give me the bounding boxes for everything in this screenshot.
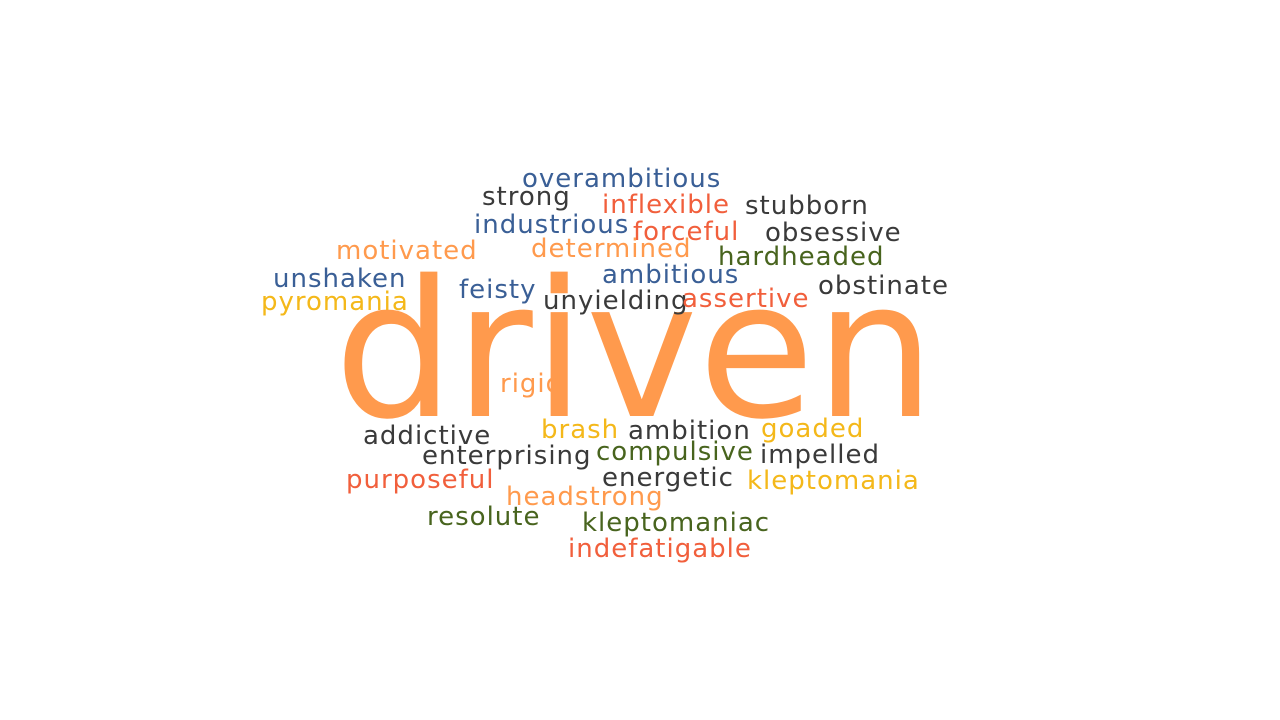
word-impelled: impelled	[760, 440, 880, 470]
word-pyromania: pyromania	[261, 287, 409, 317]
word-kleptomaniac: kleptomaniac	[582, 508, 771, 538]
word-compulsive: compulsive	[596, 437, 754, 467]
word-goaded: goaded	[761, 414, 865, 444]
word-ambition: ambition	[628, 416, 751, 446]
word-motivated: motivated	[336, 236, 478, 266]
word-indefatigable: indefatigable	[568, 534, 752, 564]
word-obstinate: obstinate	[818, 271, 949, 301]
word-stubborn: stubborn	[745, 191, 869, 221]
word-energetic: energetic	[602, 463, 734, 493]
word-obsessive: obsessive	[765, 218, 902, 248]
word-feisty: feisty	[459, 275, 537, 305]
word-determined: determined	[531, 234, 692, 264]
main-word: driven	[334, 240, 936, 461]
word-assertive: assertive	[682, 284, 810, 314]
word-forceful: forceful	[633, 217, 740, 247]
word-overambitious: overambitious	[522, 164, 722, 194]
word-ambitious: ambitious	[602, 260, 740, 290]
word-hardheaded: hardheaded	[718, 242, 885, 272]
word-rigid: rigid	[500, 369, 564, 399]
word-unshaken: unshaken	[273, 264, 407, 294]
word-industrious: industrious	[474, 210, 630, 240]
word-purposeful: purposeful	[346, 465, 495, 495]
word-headstrong: headstrong	[506, 482, 664, 512]
word-inflexible: inflexible	[602, 190, 730, 220]
word-enterprising: enterprising	[422, 441, 592, 471]
word-kleptomania: kleptomania	[747, 466, 920, 496]
word-strong: strong	[482, 182, 571, 212]
word-resolute: resolute	[427, 502, 541, 532]
word-unyielding: unyielding	[543, 286, 689, 316]
word-addictive: addictive	[363, 421, 492, 451]
word-brash: brash	[541, 415, 620, 445]
